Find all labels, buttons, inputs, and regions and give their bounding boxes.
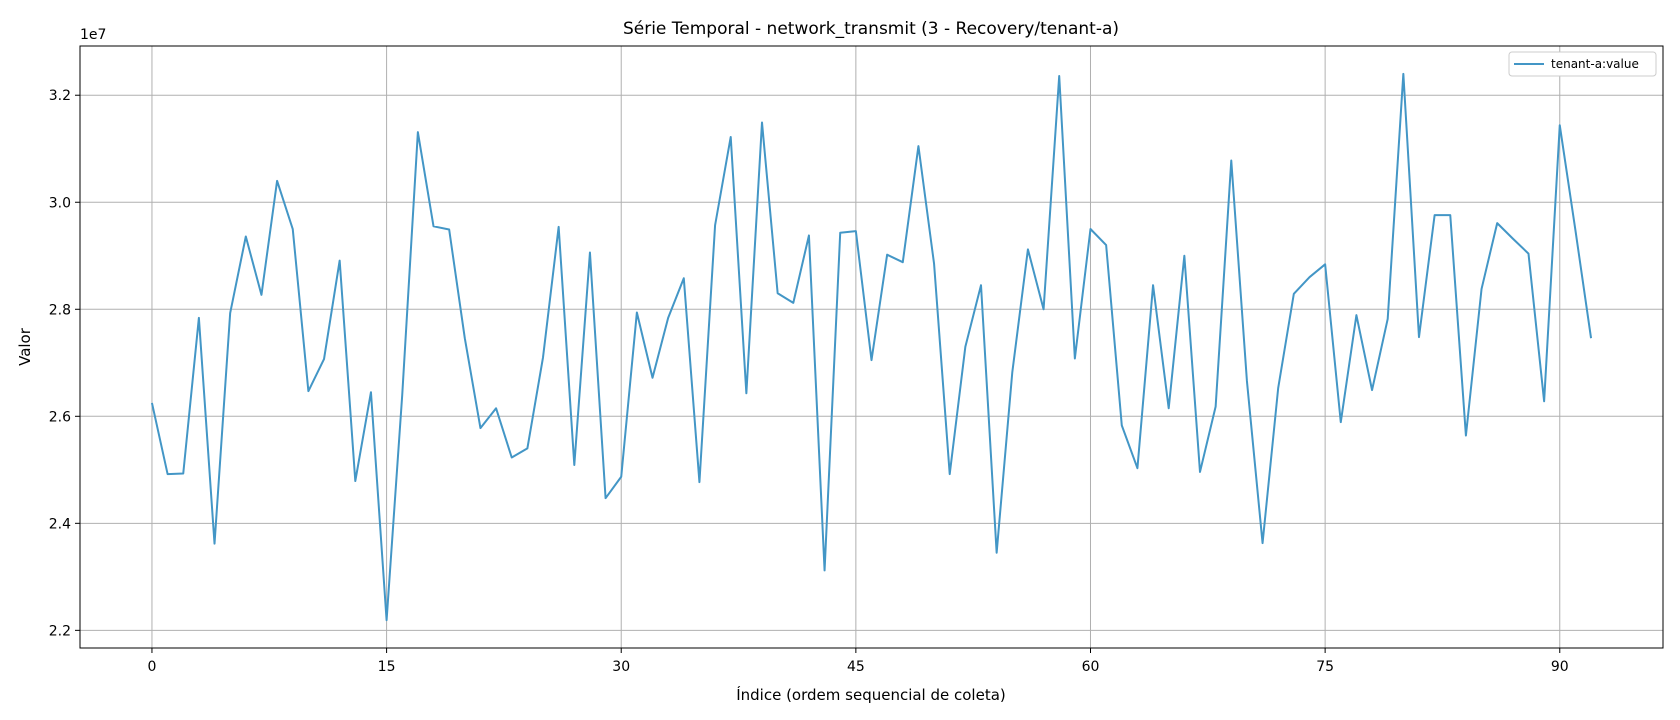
y-axis: 2.2 2.4 2.6 2.8 3.0 3.2	[49, 88, 80, 639]
legend-entry-label: tenant-a:value	[1551, 57, 1639, 71]
x-axis: 0 15 30 45 60 75 90	[147, 648, 1569, 675]
x-tick-label: 75	[1316, 659, 1334, 675]
x-tick-label: 45	[847, 659, 865, 675]
x-tick-label: 0	[147, 659, 156, 675]
y-tick-label: 2.6	[49, 409, 71, 425]
x-tick-label: 90	[1551, 659, 1569, 675]
y-tick-label: 2.2	[49, 623, 71, 639]
series-layer	[150, 72, 1593, 622]
x-tick-label: 15	[378, 659, 396, 675]
legend-box	[1508, 51, 1657, 77]
plot-frame	[79, 45, 1664, 649]
x-axis-label: Índice (ordem sequencial de coleta)	[736, 685, 1006, 704]
y-tick-label: 3.2	[49, 88, 71, 104]
y-offset-label: 1e7	[80, 27, 106, 43]
legend: tenant-a:value	[1508, 51, 1657, 77]
plot-area	[80, 46, 1663, 648]
y-tick-label: 2.4	[49, 516, 71, 532]
y-tick-label: 3.0	[49, 195, 71, 211]
series-line-tenant-a	[150, 72, 1593, 622]
y-axis-label: Valor	[16, 327, 34, 366]
chart-title: Série Temporal - network_transmit (3 - R…	[623, 19, 1119, 39]
y-tick-label: 2.8	[49, 302, 71, 318]
x-tick-label: 60	[1082, 659, 1100, 675]
x-tick-label: 30	[612, 659, 630, 675]
